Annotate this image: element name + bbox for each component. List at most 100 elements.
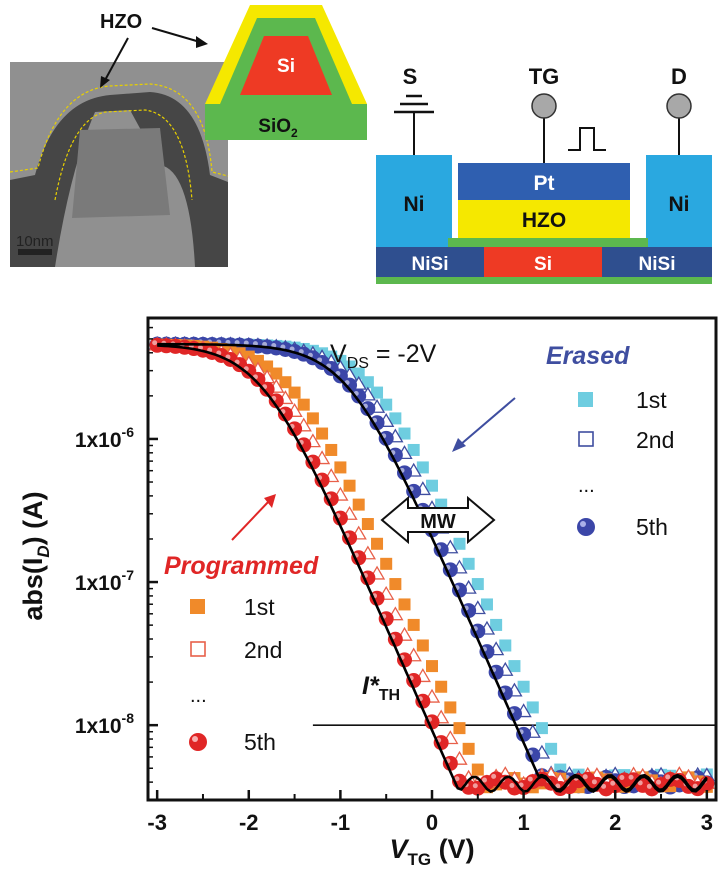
- data-point: [316, 427, 329, 440]
- vds-value: = -2V: [369, 340, 437, 368]
- programmed-legend-title: Programmed: [164, 552, 319, 580]
- data-point: [251, 354, 264, 367]
- x-tick-label: 2: [609, 810, 621, 835]
- legend-erased-1st-label: 1st: [636, 387, 667, 413]
- hzo-pointer-arrow: [103, 37, 129, 83]
- hzo-inner-boundary: [54, 109, 193, 201]
- data-point: [462, 742, 475, 755]
- legend-prog-5th-marker: [189, 733, 207, 751]
- memory-window-label: MW: [420, 511, 456, 533]
- data-point-highlight: [555, 783, 561, 789]
- threshold-label-main: I*: [362, 672, 380, 700]
- data-point-highlight: [472, 783, 478, 789]
- data-point: [325, 443, 338, 456]
- data-point: [426, 479, 438, 492]
- data-point: [270, 367, 283, 380]
- y-tick-label: 1x10-8: [75, 710, 134, 738]
- data-point-highlight: [656, 779, 662, 785]
- x-tick-label: 3: [701, 810, 713, 835]
- hzo-label: HZO: [100, 11, 142, 33]
- x-tick-label: -1: [331, 810, 351, 835]
- data-point: [435, 680, 448, 693]
- data-point: [297, 398, 310, 411]
- data-point: [343, 479, 356, 492]
- data-point-highlight: [527, 776, 533, 782]
- hzo-gate-label: HZO: [522, 209, 566, 232]
- data-point: [343, 360, 356, 373]
- sio2-label: SiO2: [258, 116, 298, 140]
- data-point-highlight: [646, 783, 652, 789]
- legend-erased-5th-marker: [577, 518, 595, 536]
- x-tick-label: -2: [239, 810, 259, 835]
- si-core: [240, 36, 332, 95]
- hzo-shell: [10, 92, 228, 267]
- x-axis-title-main: V: [389, 834, 409, 864]
- data-point: [279, 376, 292, 389]
- data-point: [380, 398, 393, 411]
- erased-legend-title: Erased: [546, 342, 630, 370]
- programmed-arrow: [231, 499, 271, 541]
- data-point: [526, 701, 539, 714]
- gate-terminal: [531, 93, 557, 119]
- data-point: [288, 386, 301, 399]
- data-point: [398, 427, 411, 440]
- nisi-right: [602, 247, 712, 277]
- data-point: [416, 461, 429, 474]
- source-ni-label: Ni: [404, 193, 425, 216]
- hzo-pointer-arrow-right: [151, 27, 201, 43]
- scale-bar-label: 10nm: [16, 233, 54, 250]
- legend-prog-2nd-marker: [190, 641, 206, 657]
- sio2-box: [205, 104, 367, 140]
- si-channel: [484, 247, 602, 277]
- data-point-highlight: [591, 779, 597, 785]
- legend-prog-1st-marker: [190, 599, 205, 614]
- y-tick-label: 1x10-7: [75, 567, 134, 595]
- y-axis-title-main: abs(I: [18, 558, 48, 621]
- data-point: [453, 722, 466, 735]
- drain-ni-label: Ni: [669, 193, 690, 216]
- data-point: [398, 598, 411, 611]
- data-point: [352, 367, 365, 380]
- y-tick-label: 1x10-6: [75, 424, 134, 452]
- programmed-arrowhead: [264, 494, 276, 508]
- pulse-icon: [568, 127, 606, 151]
- si-channel-label: Si: [534, 254, 552, 275]
- data-point-highlight: [491, 773, 497, 779]
- x-axis-title-unit: (V): [431, 834, 475, 864]
- nisi-left: [376, 247, 484, 277]
- threshold-label: I*TH: [362, 672, 400, 704]
- sio2-label-main: SiO: [258, 116, 291, 137]
- sio2-label-sub: 2: [291, 126, 298, 140]
- data-point: [545, 742, 558, 755]
- tem-image: 10nm HZO: [9, 11, 229, 267]
- pt-gate: [458, 163, 630, 200]
- memory-window-arrow: [380, 495, 496, 545]
- legend-erased-2nd-marker: [578, 431, 594, 447]
- data-point-highlight: [582, 774, 588, 780]
- data-point: [499, 639, 512, 652]
- y-axis-title-sub: D: [34, 545, 53, 557]
- bottom-oxide: [376, 277, 712, 284]
- legend-prog-5th-highlight: [192, 736, 198, 742]
- data-point: [306, 412, 319, 425]
- data-point-highlight: [665, 774, 671, 780]
- y-tick-exponent: -8: [122, 710, 135, 726]
- data-point: [261, 360, 274, 373]
- y-axis-title-unit: ) (A): [18, 491, 48, 545]
- data-point: [471, 763, 484, 776]
- legend-erased-2nd-label: 2nd: [636, 427, 674, 453]
- vds-main: V: [330, 340, 347, 368]
- legend-erased-5th-label: 5th: [636, 514, 668, 540]
- y-axis-title: abs(ID) (A): [18, 491, 53, 620]
- source-label: S: [403, 64, 418, 89]
- x-tick-label: 1: [517, 810, 529, 835]
- gate-label: TG: [529, 64, 560, 89]
- data-point-highlight: [152, 340, 158, 346]
- x-axis-title: VTG (V): [389, 834, 474, 869]
- data-point: [453, 537, 466, 550]
- y-tick-base: 1x10: [75, 715, 122, 738]
- x-tick-label: 0: [426, 810, 438, 835]
- data-point: [361, 518, 374, 531]
- data-point: [389, 412, 402, 425]
- drain-contact: [646, 155, 712, 247]
